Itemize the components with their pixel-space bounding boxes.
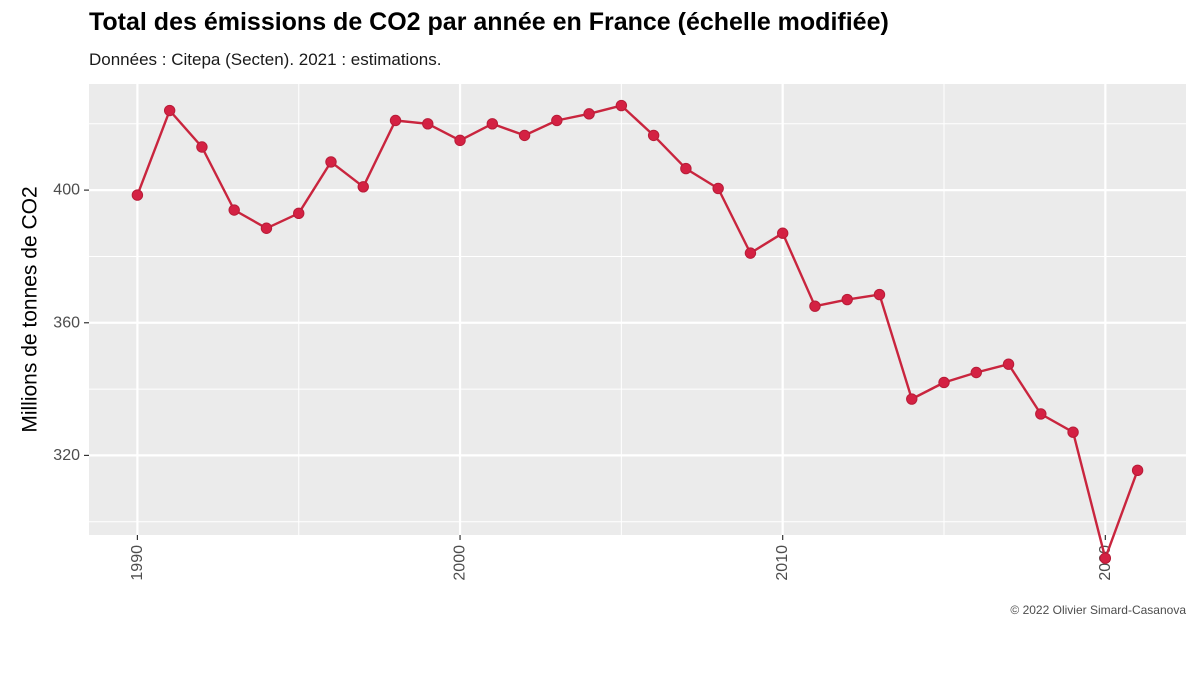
chart-title: Total des émissions de CO2 par année en … <box>89 8 889 36</box>
data-point-1995 <box>293 207 305 220</box>
data-point-2005 <box>615 99 628 112</box>
minor-gridlines <box>89 84 1186 535</box>
y-tick-label: 360 <box>53 314 80 331</box>
data-point-2001 <box>486 118 499 130</box>
data-point-1996 <box>325 156 337 168</box>
data-point-1999 <box>422 118 434 130</box>
data-point-2018 <box>1035 408 1047 420</box>
chart-subtitle: Données : Citepa (Secten). 2021 : estima… <box>89 50 442 69</box>
axis-ticks <box>84 189 1106 540</box>
data-point-2013 <box>873 288 886 301</box>
data-point-2015 <box>938 376 950 389</box>
y-tick-label: 400 <box>53 182 80 199</box>
x-tick-label: 2000 <box>452 545 469 581</box>
data-point-2017 <box>1002 358 1015 370</box>
y-axis-tick-labels: 320 360 400 <box>53 182 80 464</box>
data-point-2003 <box>551 114 563 127</box>
data-point-2009 <box>744 247 757 259</box>
data-point-2014 <box>906 393 918 405</box>
data-point-2020 <box>1099 552 1112 564</box>
copyright-caption: © 2022 Olivier Simard-Casanova <box>1010 603 1186 617</box>
data-point-1997 <box>357 181 369 193</box>
data-point-2021 <box>1131 464 1144 477</box>
data-point-1993 <box>228 204 240 216</box>
y-tick-label: 320 <box>53 447 80 464</box>
data-point-1998 <box>389 114 402 127</box>
data-point-2010 <box>776 227 789 239</box>
data-point-2000 <box>454 134 466 147</box>
data-point-1994 <box>260 222 273 234</box>
major-gridlines <box>89 84 1186 535</box>
data-point-2004 <box>583 108 595 120</box>
data-point-2016 <box>970 366 982 379</box>
data-point-1992 <box>196 141 208 153</box>
data-point-2006 <box>647 129 660 142</box>
y-axis-title: Millions de tonnes de CO2 <box>19 186 42 432</box>
data-point-1991 <box>163 104 176 117</box>
x-tick-label: 2010 <box>774 545 791 581</box>
plot-panel <box>89 84 1186 535</box>
x-tick-label: 1990 <box>129 545 146 581</box>
data-point-2007 <box>680 162 692 175</box>
x-axis-tick-labels: 1990200020102020 <box>129 545 1114 581</box>
data-point-1990 <box>131 189 144 201</box>
data-points <box>131 99 1144 564</box>
data-point-2011 <box>809 300 821 312</box>
data-point-2019 <box>1067 426 1079 438</box>
data-point-2008 <box>712 182 724 195</box>
data-point-2002 <box>518 129 531 142</box>
data-point-2012 <box>841 293 853 306</box>
